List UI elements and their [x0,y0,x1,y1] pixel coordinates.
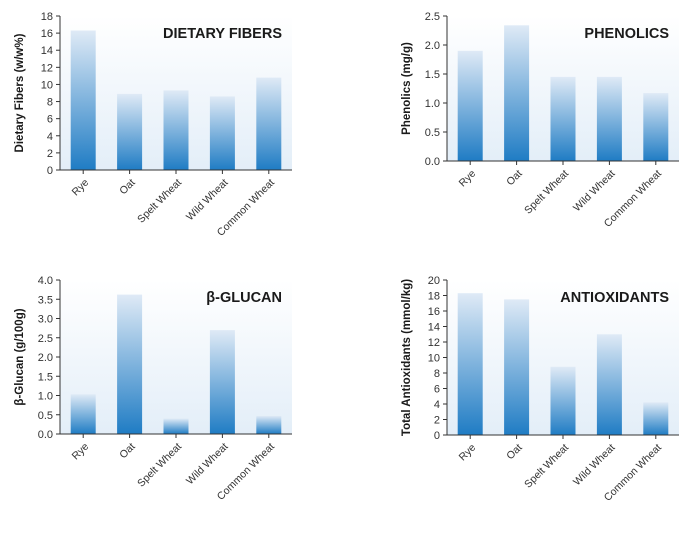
bar-wild-wheat [209,330,235,434]
x-tick-label: Oat [504,168,525,189]
y-tick-label: 0.0 [425,156,440,168]
y-tick-label: 18 [41,11,53,23]
x-tick-label: Wild Wheat [571,442,618,489]
y-tick-label: 4 [434,399,440,411]
y-tick-label: 10 [428,353,440,365]
x-tick-label: Rye [70,177,92,199]
y-tick-label: 0 [434,430,440,442]
bar-wild-wheat [209,96,235,170]
bar-rye [457,293,483,435]
chart-title: DIETARY FIBERS [163,26,282,42]
y-axis-label: Phenolics (mg/g) [401,42,413,135]
y-tick-label: 0.5 [38,410,53,422]
bar-rye [70,30,96,170]
x-tick-label: Rye [457,168,479,190]
y-tick-label: 8 [434,368,440,380]
y-tick-label: 2.5 [425,11,440,23]
y-tick-label: 6 [47,114,53,126]
chart-title: ANTIOXIDANTS [560,290,669,306]
y-tick-label: 4 [47,131,53,143]
y-tick-label: 12 [41,62,53,74]
y-tick-label: 20 [428,275,440,287]
y-tick-label: 1.0 [425,98,440,110]
x-tick-label: Spelt Wheat [522,442,571,491]
y-axis-label: Total Antioxidants (mmol/kg) [401,279,413,436]
x-tick-label: Spelt Wheat [522,168,571,217]
y-tick-label: 2 [47,148,53,160]
y-axis-label: β-Glucan (g/100g) [14,308,26,405]
y-tick-label: 2 [434,415,440,427]
y-tick-label: 16 [428,306,440,318]
y-tick-label: 4.0 [38,275,53,287]
bar-oat [117,294,143,434]
x-tick-label: Oat [117,441,138,462]
x-tick-label: Oat [117,177,138,198]
chart-title: PHENOLICS [584,26,669,42]
bar-oat [504,299,530,435]
plot-background [60,280,292,434]
y-tick-label: 3.5 [38,294,53,306]
y-tick-label: 2.0 [425,40,440,52]
bar-wild-wheat [596,76,622,161]
y-tick-label: 1.5 [425,69,440,81]
bar-common-wheat [643,93,669,161]
x-tick-label: Spelt Wheat [135,441,184,490]
y-tick-label: 0.0 [38,429,53,441]
bar-common-wheat [643,402,669,435]
x-tick-label: Spelt Wheat [135,177,184,226]
y-tick-label: 1.5 [38,371,53,383]
y-tick-label: 2.5 [38,333,53,345]
bar-wild-wheat [596,334,622,436]
x-tick-label: Wild Wheat [184,441,231,488]
y-tick-label: 10 [41,79,53,91]
y-axis-label: Dietary Fibers (w/w%) [14,33,26,152]
y-tick-label: 14 [41,45,53,57]
bar-spelt-wheat [550,76,576,161]
y-tick-label: 12 [428,337,440,349]
y-tick-label: 1.0 [38,391,53,403]
y-tick-label: 18 [428,291,440,303]
x-tick-label: Wild Wheat [571,168,618,215]
x-tick-label: Wild Wheat [184,177,231,224]
bar-spelt-wheat [163,90,189,170]
bar-spelt-wheat [550,366,576,435]
bar-oat [504,25,530,161]
y-tick-label: 3.0 [38,314,53,326]
bar-common-wheat [256,77,282,170]
bar-spelt-wheat [163,418,189,434]
y-tick-label: 14 [428,322,440,334]
bar-common-wheat [256,415,282,434]
x-tick-label: Rye [70,441,92,463]
bar-rye [70,394,96,434]
y-tick-label: 2.0 [38,352,53,364]
y-tick-label: 0 [47,165,53,177]
y-tick-label: 8 [47,97,53,109]
x-tick-label: Rye [457,442,479,464]
bar-oat [117,93,143,170]
y-tick-label: 0.5 [425,127,440,139]
bar-rye [457,50,483,161]
chart-title: β-GLUCAN [206,290,282,306]
y-tick-label: 16 [41,28,53,40]
y-tick-label: 6 [434,384,440,396]
x-tick-label: Oat [504,442,525,463]
